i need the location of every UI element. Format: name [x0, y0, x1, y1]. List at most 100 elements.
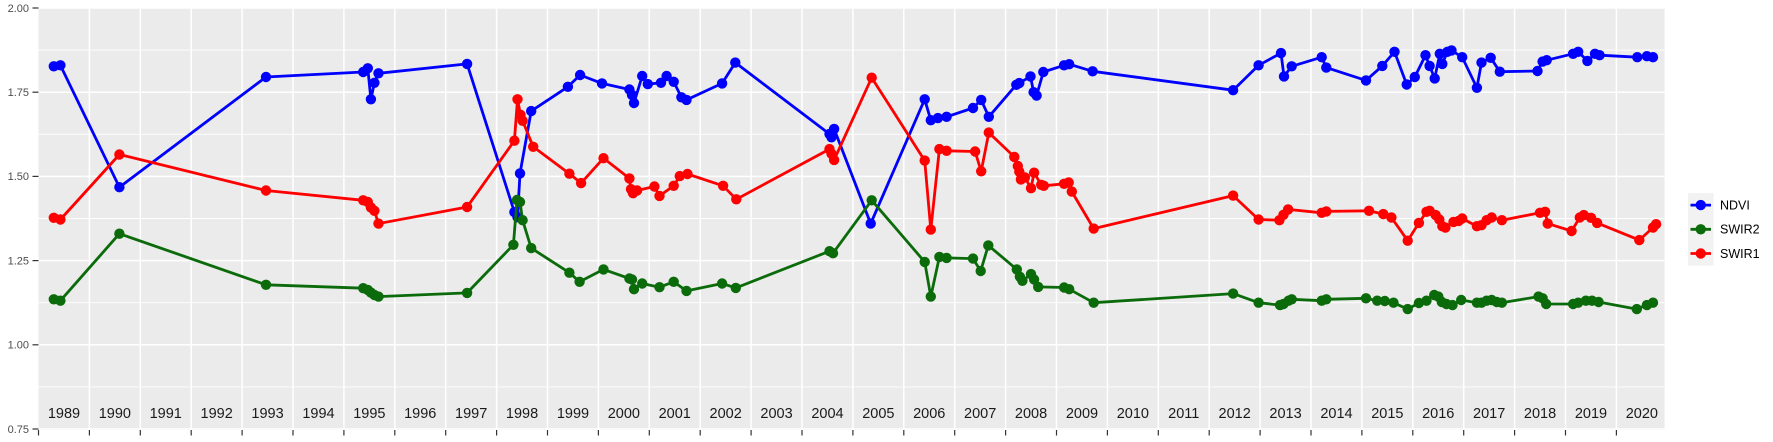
- data-point-SWIR1: [1282, 204, 1294, 215]
- data-point-SWIR1: [1253, 214, 1264, 225]
- data-point-NDVI: [1031, 90, 1042, 101]
- x-axis-year-label: 2003: [760, 406, 792, 422]
- x-axis-year-label: 2015: [1371, 406, 1403, 422]
- x-axis-year-label: 2019: [1575, 406, 1607, 422]
- x-axis-year-label: 1990: [99, 406, 131, 422]
- data-point-NDVI: [365, 94, 377, 105]
- data-point-SWIR2: [1388, 297, 1399, 308]
- data-point-SWIR2: [1593, 296, 1604, 308]
- x-axis-year-label: 2000: [608, 406, 640, 422]
- data-point-SWIR1: [731, 194, 742, 205]
- data-point-SWIR1: [369, 205, 380, 216]
- data-point-SWIR2: [517, 215, 528, 226]
- data-point-SWIR2: [114, 228, 125, 239]
- data-point-SWIR1: [969, 146, 981, 157]
- data-point-SWIR2: [1647, 297, 1659, 308]
- data-point-NDVI: [461, 58, 473, 70]
- data-point-SWIR2: [1541, 298, 1552, 310]
- data-point-SWIR1: [1378, 208, 1389, 220]
- data-point-NDVI: [1446, 45, 1457, 56]
- legend-label-SWIR2: SWIR2: [1720, 223, 1760, 237]
- data-point-SWIR2: [1017, 275, 1028, 286]
- data-point-SWIR1: [114, 149, 125, 160]
- data-point-SWIR1: [1363, 205, 1375, 216]
- data-point-NDVI: [828, 123, 840, 135]
- data-point-SWIR2: [730, 282, 741, 294]
- data-point-SWIR2: [1402, 303, 1413, 315]
- data-point-SWIR1: [1539, 206, 1551, 217]
- legend-key-dot-SWIR1: [1695, 248, 1706, 259]
- data-point-NDVI: [526, 105, 537, 117]
- x-axis-year-label: 1994: [302, 406, 334, 422]
- x-axis-year-label: 2016: [1422, 406, 1454, 422]
- data-point-SWIR2: [681, 285, 692, 297]
- data-point-SWIR1: [668, 180, 679, 191]
- data-point-NDVI: [55, 60, 66, 71]
- x-axis-year-label: 2020: [1626, 406, 1658, 422]
- data-point-SWIR2: [1421, 295, 1432, 306]
- data-point-SWIR1: [925, 224, 936, 235]
- data-point-SWIR1: [682, 168, 693, 180]
- legend-key-dot-NDVI: [1695, 199, 1706, 211]
- data-point-SWIR2: [260, 279, 272, 290]
- x-axis-year-label: 2013: [1269, 406, 1301, 422]
- data-point-SWIR1: [1009, 151, 1020, 163]
- data-point-SWIR2: [967, 253, 979, 264]
- data-point-NDVI: [1278, 71, 1290, 82]
- y-axis-tick-label: 2.00: [8, 3, 29, 15]
- data-point-NDVI: [1573, 46, 1584, 57]
- data-point-NDVI: [1253, 60, 1264, 71]
- data-point-NDVI: [865, 218, 876, 229]
- data-point-SWIR2: [919, 256, 930, 268]
- x-axis-year-label: 1993: [251, 406, 283, 422]
- data-point-NDVI: [1476, 57, 1487, 68]
- data-point-SWIR2: [925, 291, 936, 302]
- data-point-NDVI: [637, 70, 648, 82]
- data-point-SWIR2: [1372, 295, 1383, 306]
- data-point-NDVI: [626, 89, 638, 101]
- data-point-NDVI: [1582, 55, 1593, 67]
- x-axis-year-label: 1991: [150, 406, 182, 422]
- x-axis-year-label: 2004: [811, 406, 843, 422]
- data-point-SWIR2: [637, 278, 648, 289]
- data-point-SWIR1: [1063, 177, 1074, 188]
- data-point-SWIR1: [1227, 190, 1239, 201]
- data-point-NDVI: [1377, 60, 1388, 72]
- data-point-SWIR1: [1028, 167, 1040, 178]
- data-point-SWIR1: [373, 218, 384, 229]
- data-point-NDVI: [1647, 52, 1659, 63]
- data-point-NDVI: [114, 182, 125, 193]
- y-axis-tick-label: 1.25: [8, 255, 29, 267]
- x-axis-year-label: 1992: [201, 406, 233, 422]
- data-point-SWIR2: [1631, 303, 1643, 315]
- data-point-SWIR2: [1379, 295, 1391, 307]
- data-point-NDVI: [1457, 52, 1468, 63]
- data-point-SWIR1: [717, 180, 729, 191]
- x-axis-year-label: 1998: [506, 406, 538, 422]
- data-point-SWIR2: [1227, 288, 1239, 299]
- data-point-NDVI: [1424, 60, 1435, 72]
- data-point-SWIR2: [598, 264, 609, 275]
- x-axis-year-label: 2010: [1117, 406, 1149, 422]
- data-point-NDVI: [1025, 71, 1036, 82]
- data-point-SWIR2: [941, 252, 952, 264]
- data-point-SWIR2: [461, 287, 473, 299]
- x-axis-year-label: 1995: [353, 406, 385, 422]
- data-point-NDVI: [1485, 52, 1496, 63]
- data-point-SWIR2: [866, 195, 877, 206]
- x-axis-year-label: 1999: [557, 406, 589, 422]
- data-point-SWIR2: [55, 295, 66, 306]
- data-point-SWIR2: [574, 276, 585, 287]
- data-point-NDVI: [373, 68, 384, 79]
- data-point-NDVI: [730, 57, 741, 68]
- data-point-NDVI: [983, 111, 994, 123]
- data-point-SWIR2: [827, 248, 839, 259]
- x-axis-year-label: 2002: [710, 406, 742, 422]
- x-axis-year-label: 2012: [1219, 406, 1251, 422]
- data-point-NDVI: [1494, 66, 1506, 77]
- x-axis-year-label: 2008: [1015, 406, 1047, 422]
- data-point-SWIR1: [1386, 212, 1397, 223]
- data-point-SWIR2: [983, 240, 994, 251]
- x-axis-year-label: 2006: [913, 406, 945, 422]
- data-point-NDVI: [1286, 61, 1297, 72]
